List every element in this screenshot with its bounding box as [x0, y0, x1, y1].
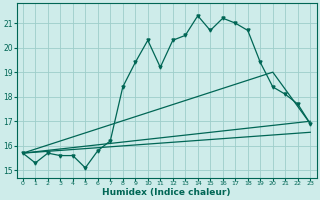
- X-axis label: Humidex (Indice chaleur): Humidex (Indice chaleur): [102, 188, 231, 197]
